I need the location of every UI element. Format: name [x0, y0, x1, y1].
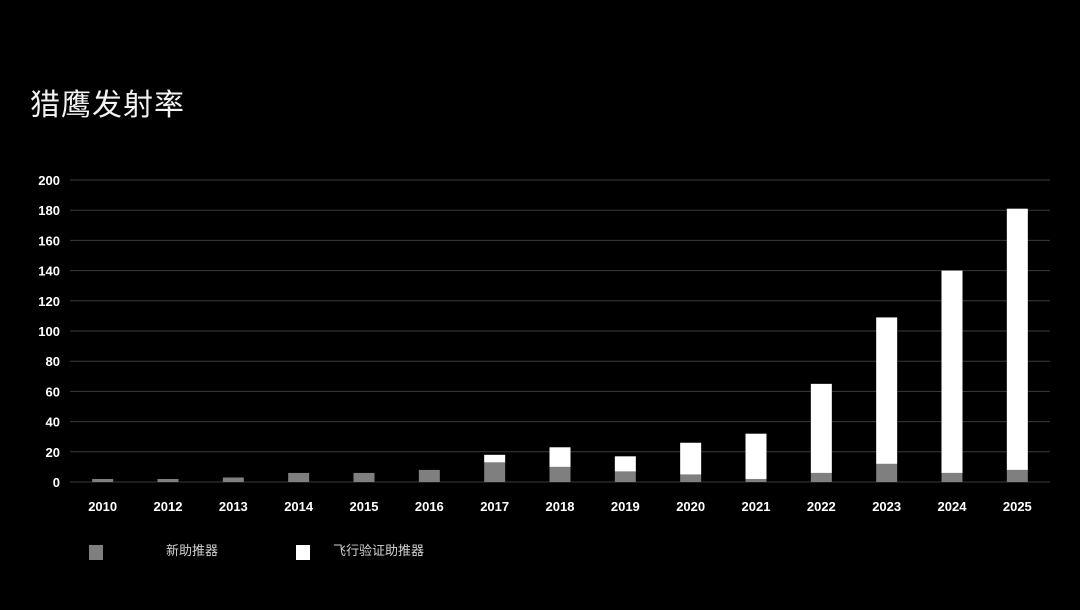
bar-new-booster — [745, 478, 767, 482]
y-tick-label: 20 — [46, 445, 60, 460]
x-tick-label: 2012 — [154, 499, 183, 514]
y-tick-label: 200 — [38, 173, 60, 188]
x-tick-label: 2021 — [742, 499, 771, 514]
bar-new-booster — [549, 466, 571, 482]
bar-new-booster — [484, 462, 506, 482]
bar-new-booster — [1006, 469, 1028, 482]
x-tick-label: 2010 — [88, 499, 117, 514]
y-tick-label: 160 — [38, 233, 60, 248]
y-tick-label: 180 — [38, 203, 60, 218]
x-tick-label: 2019 — [611, 499, 640, 514]
bar-reflown-booster — [810, 383, 832, 473]
x-tick-label: 2016 — [415, 499, 444, 514]
bar-reflown-booster — [549, 447, 571, 467]
x-axis: 2010 2012 2013 2014 2015 2016 2017 2018 2019 2020… — [88, 499, 1032, 514]
x-tick-label: 2014 — [284, 499, 314, 514]
bar-reflown-booster — [484, 454, 506, 463]
y-tick-label: 60 — [46, 384, 60, 399]
x-tick-label: 2013 — [219, 499, 248, 514]
x-tick-label: 2022 — [807, 499, 836, 514]
legend-swatch-reflown — [296, 545, 310, 560]
bar-new-booster — [876, 463, 898, 482]
y-tick-label: 120 — [38, 294, 60, 309]
bar-new-booster — [288, 472, 310, 482]
bars — [92, 208, 1028, 482]
x-tick-label: 2024 — [938, 499, 968, 514]
y-tick-label: 80 — [46, 354, 60, 369]
y-tick-label: 0 — [53, 475, 60, 490]
bar-reflown-booster — [680, 442, 702, 475]
y-axis: 0 20 40 60 80 100 120 140 160 180 200 — [38, 173, 60, 490]
y-tick-label: 140 — [38, 264, 60, 279]
bar-new-booster — [614, 471, 636, 482]
bar-reflown-booster — [1006, 208, 1028, 470]
gridlines — [70, 179, 1050, 483]
bar-new-booster — [680, 474, 702, 482]
bar-reflown-booster — [876, 317, 898, 464]
bar-new-booster — [157, 478, 179, 482]
legend-swatch-new — [89, 545, 103, 560]
x-tick-label: 2020 — [676, 499, 705, 514]
x-tick-label: 2015 — [350, 499, 379, 514]
bar-new-booster — [810, 472, 832, 482]
bar-new-booster — [941, 472, 963, 482]
bar-new-booster — [92, 478, 114, 482]
bar-new-booster — [353, 472, 375, 482]
legend: 新助推器 飞行验证助推器 — [89, 543, 424, 560]
y-tick-label: 40 — [46, 415, 60, 430]
bar-new-booster — [222, 477, 244, 482]
legend-label-reflown: 飞行验证助推器 — [333, 543, 424, 559]
x-tick-label: 2023 — [872, 499, 901, 514]
bar-reflown-booster — [941, 270, 963, 473]
y-tick-label: 100 — [38, 324, 60, 339]
x-tick-label: 2018 — [546, 499, 575, 514]
legend-label-new: 新助推器 — [166, 543, 218, 559]
chart-title: 猎鹰发射率 — [30, 88, 185, 123]
bar-new-booster — [418, 469, 440, 482]
x-tick-label: 2017 — [480, 499, 509, 514]
x-tick-label: 2025 — [1003, 499, 1032, 514]
bar-reflown-booster — [614, 456, 636, 472]
bar-reflown-booster — [745, 433, 767, 479]
